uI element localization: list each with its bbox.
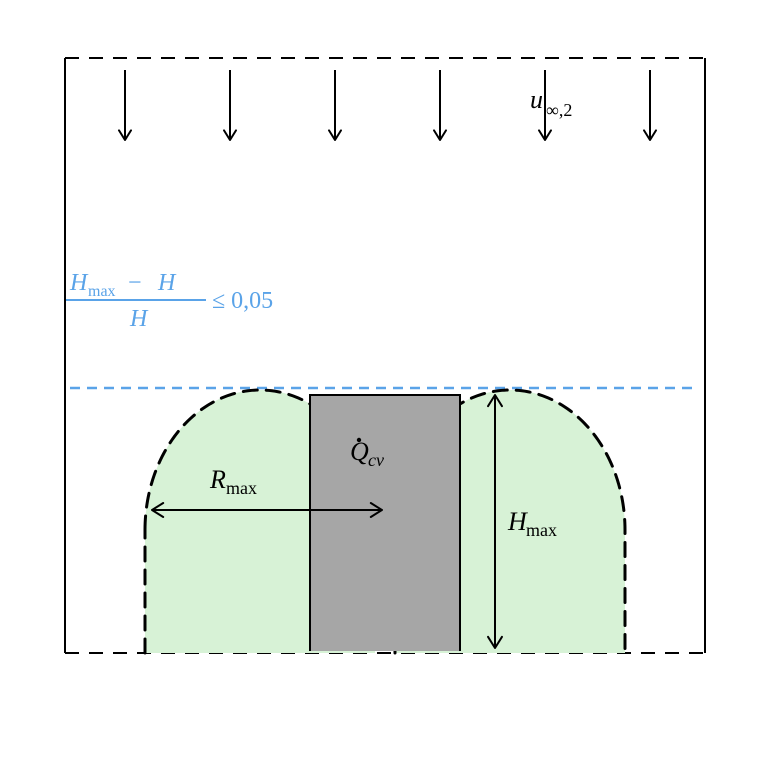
svg-text:max: max bbox=[88, 283, 116, 300]
svg-text:R: R bbox=[209, 465, 226, 494]
svg-text:u: u bbox=[530, 85, 543, 114]
svg-text:H: H bbox=[157, 270, 177, 296]
svg-text:H: H bbox=[69, 270, 89, 296]
svg-text:max: max bbox=[526, 520, 557, 540]
svg-text:max: max bbox=[226, 478, 257, 498]
svg-text:cv: cv bbox=[368, 450, 384, 470]
svg-text:H: H bbox=[507, 507, 528, 536]
svg-text:−: − bbox=[128, 270, 142, 296]
svg-text:H: H bbox=[129, 306, 149, 332]
svg-text:≤ 0,05: ≤ 0,05 bbox=[212, 288, 273, 314]
heat-source-block bbox=[310, 395, 460, 651]
canvas-bg bbox=[0, 0, 768, 767]
dot-accent-icon bbox=[357, 438, 361, 442]
svg-text:∞,2: ∞,2 bbox=[546, 100, 572, 120]
